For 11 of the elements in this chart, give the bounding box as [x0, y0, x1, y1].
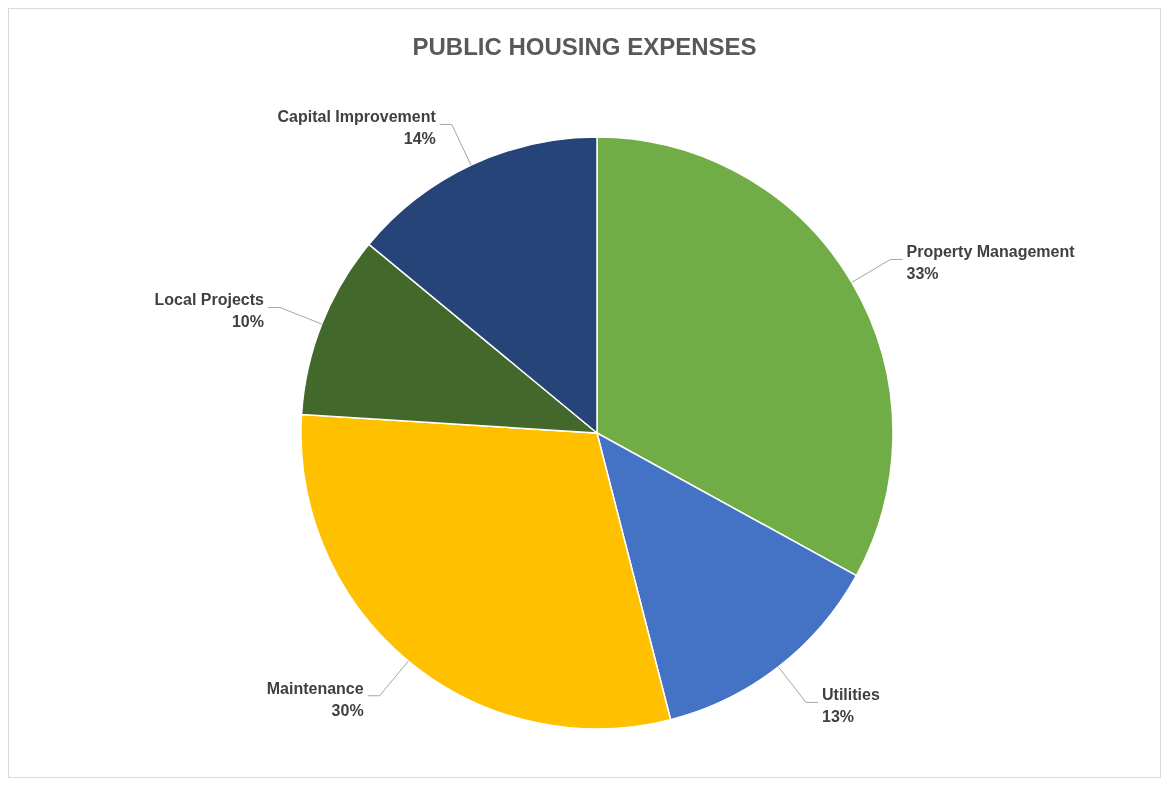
data-label: 10%: [231, 313, 264, 331]
slice-label: Utilities: [822, 686, 880, 704]
slice-label: Property Management: [906, 243, 1076, 261]
chart-title: PUBLIC HOUSING EXPENSES: [411, 33, 758, 61]
slice-label: Maintenance: [266, 679, 364, 697]
slice-label: Local Projects: [154, 291, 265, 309]
data-label: 30%: [331, 701, 364, 719]
data-label: 14%: [403, 130, 436, 148]
data-label: 33%: [906, 265, 939, 283]
slice-label: Capital Improvement: [277, 108, 437, 126]
data-label: 13%: [822, 708, 855, 726]
